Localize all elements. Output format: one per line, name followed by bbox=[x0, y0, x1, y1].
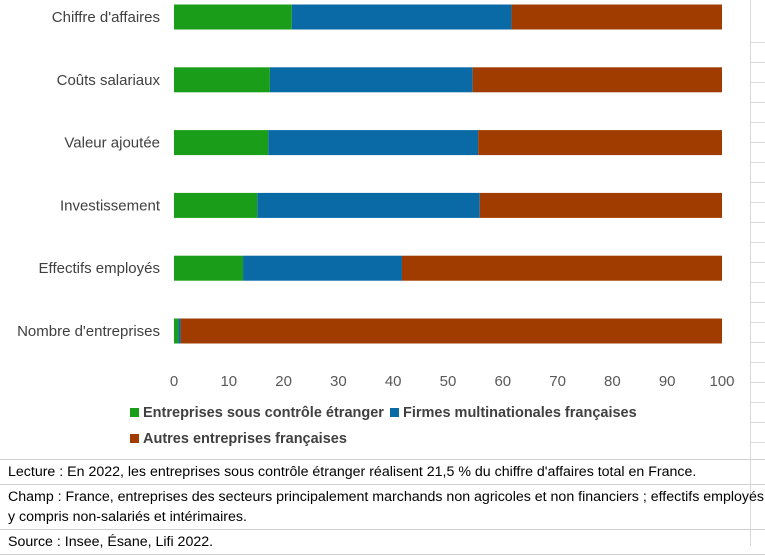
category-label: Investissement bbox=[60, 197, 161, 214]
bar-segment bbox=[257, 192, 480, 218]
category-label: Chiffre d'affaires bbox=[52, 9, 160, 26]
sheet-gridline bbox=[750, 142, 765, 143]
bar-segment bbox=[291, 4, 512, 30]
legend-item-french-multinationals: Firmes multinationales françaises bbox=[389, 400, 637, 426]
legend-swatch bbox=[389, 408, 399, 417]
legend-row: Autres entreprises françaises bbox=[130, 426, 730, 452]
chart-legend: Entreprises sous contrôle étranger Firme… bbox=[130, 400, 730, 452]
sheet-gridline bbox=[750, 62, 765, 63]
sheet-gridline bbox=[750, 222, 765, 223]
bar-segment bbox=[243, 255, 402, 281]
legend-row: Entreprises sous contrôle étranger Firme… bbox=[130, 400, 730, 426]
bar-segment bbox=[174, 67, 270, 93]
sheet-gridline bbox=[750, 362, 765, 363]
x-tick-label: 60 bbox=[494, 373, 511, 390]
bar-segment bbox=[174, 318, 179, 344]
category-label: Coûts salariaux bbox=[57, 72, 161, 89]
bar-segment bbox=[174, 4, 292, 30]
bar-segment bbox=[268, 130, 479, 156]
bar-segment bbox=[178, 318, 181, 344]
sheet-gridline bbox=[750, 162, 765, 163]
sheet-gridline bbox=[750, 242, 765, 243]
stacked-bar-chart: Chiffre d'affaires Coûts salariaux Valeur … bbox=[17, 4, 735, 390]
x-tick-label: 20 bbox=[275, 373, 292, 390]
sheet-gridline bbox=[750, 442, 765, 443]
category-label: Valeur ajoutée bbox=[64, 135, 160, 152]
x-tick-label: 10 bbox=[220, 373, 237, 390]
bar-segment bbox=[478, 130, 722, 156]
sheet-gridline bbox=[750, 202, 765, 203]
bar-segment bbox=[401, 255, 722, 281]
category-label: Effectifs employés bbox=[39, 260, 160, 277]
x-tick-label: 70 bbox=[549, 373, 566, 390]
x-tick-label: 30 bbox=[330, 373, 347, 390]
legend-swatch bbox=[130, 434, 139, 443]
chart-notes: Lecture : En 2022, les entreprises sous … bbox=[0, 459, 765, 555]
category-label: Nombre d'entreprises bbox=[17, 323, 160, 340]
legend-item-foreign-controlled: Entreprises sous contrôle étranger bbox=[130, 400, 384, 426]
sheet-gridline bbox=[750, 82, 765, 83]
sheet-gridline bbox=[750, 342, 765, 343]
x-tick-label: 90 bbox=[659, 373, 676, 390]
sheet-gridline bbox=[750, 102, 765, 103]
bar-segment bbox=[174, 192, 258, 218]
sheet-gridline bbox=[750, 0, 751, 546]
legend-swatch bbox=[130, 408, 139, 417]
x-tick-label: 0 bbox=[170, 373, 178, 390]
bar-segment bbox=[180, 318, 723, 344]
sheet-gridline bbox=[750, 182, 765, 183]
x-tick-label: 100 bbox=[709, 373, 734, 390]
sheet-gridline bbox=[750, 322, 765, 323]
x-tick-label: 40 bbox=[385, 373, 402, 390]
bar-segment bbox=[479, 192, 722, 218]
note-champ: Champ : France, entreprises des secteurs… bbox=[0, 484, 765, 529]
x-tick-label: 80 bbox=[604, 373, 621, 390]
legend-label: Firmes multinationales françaises bbox=[402, 405, 637, 421]
sheet-gridline bbox=[750, 122, 765, 123]
legend-label: Entreprises sous contrôle étranger bbox=[143, 405, 384, 421]
sheet-gridline bbox=[750, 42, 765, 43]
note-lecture: Lecture : En 2022, les entreprises sous … bbox=[0, 459, 765, 484]
legend-label: Autres entreprises françaises bbox=[143, 431, 347, 447]
note-source: Source : Insee, Ésane, Lifi 2022. bbox=[0, 529, 765, 555]
sheet-gridline bbox=[750, 282, 765, 283]
sheet-gridline bbox=[750, 262, 765, 263]
bar-segment bbox=[174, 130, 269, 156]
sheet-gridline bbox=[750, 302, 765, 303]
sheet-gridline bbox=[750, 402, 765, 403]
x-tick-label: 50 bbox=[440, 373, 457, 390]
sheet-gridline bbox=[750, 422, 765, 423]
legend-item-other-french: Autres entreprises françaises bbox=[130, 426, 347, 452]
bar-segment bbox=[269, 67, 473, 93]
bar-segment bbox=[174, 255, 244, 281]
bar-segment bbox=[511, 4, 722, 30]
bar-segment bbox=[472, 67, 722, 93]
sheet-gridline bbox=[750, 382, 765, 383]
